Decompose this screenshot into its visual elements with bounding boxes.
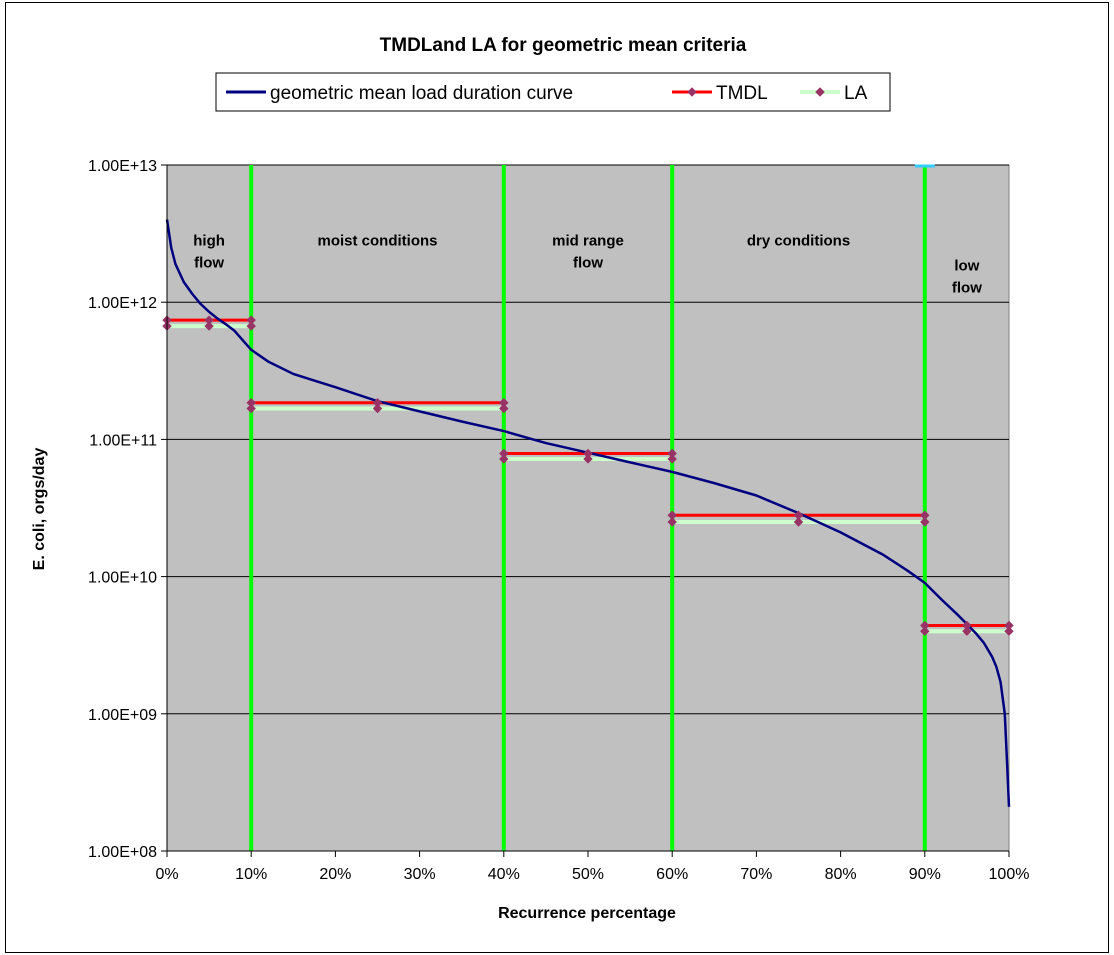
chart-frame: TMDLand LA for geometric mean criteria g… [5, 2, 1109, 953]
tmdl-point [962, 620, 972, 631]
chart-title: TMDLand LA for geometric mean criteria [380, 35, 747, 56]
la-point [920, 626, 930, 636]
region-labels: high flow moist conditions mid range flow dry… [193, 232, 982, 296]
tmdl-point [583, 448, 593, 459]
y-tick-label: 1.00E+08 [88, 844, 157, 861]
plot-area [166, 164, 1010, 852]
tmdl-point [204, 315, 214, 325]
x-tick-label: 100% [989, 866, 1030, 883]
y-tick-label: 1.00E+09 [88, 707, 157, 724]
la-point [499, 454, 509, 464]
y-tick-label: 1.00E+10 [88, 570, 157, 587]
tmdl-point [920, 510, 930, 520]
tmdl-point [499, 448, 509, 459]
tmdl-point [793, 510, 804, 520]
y-tick-label: 1.00E+11 [89, 432, 157, 449]
la-point [667, 454, 677, 464]
la-point [920, 517, 930, 527]
series-layer [162, 87, 1014, 807]
region-label: dry conditions [747, 232, 850, 249]
x-tick-label: 0% [155, 866, 178, 883]
la-point [962, 626, 972, 636]
la-point [583, 454, 593, 464]
tmdl-point [246, 398, 256, 408]
region-label: flow [573, 254, 603, 271]
tmdl-point [372, 398, 383, 408]
legend-marker-la [815, 87, 825, 97]
duration-curve [165, 219, 1011, 807]
chart-svg: TMDLand LA for geometric mean criteria g… [31, 35, 1030, 922]
la-point [246, 403, 256, 414]
x-axis-label: Recurrence percentage [498, 905, 676, 922]
legend-marker-tmdl [687, 87, 697, 97]
legend-label-curve: geometric mean load duration curve [270, 83, 573, 104]
tmdl-point [667, 448, 677, 459]
x-tick-label: 40% [488, 866, 520, 883]
tmdl-point [1004, 620, 1014, 631]
region-label: high [193, 232, 225, 249]
y-ticks: 1.00E+08 1.00E+09 1.00E+10 1.00E+11 1.00E+12… [88, 158, 168, 861]
x-tick-label: 50% [572, 866, 604, 883]
la-point [499, 403, 509, 414]
tmdl-point [920, 620, 930, 631]
legend-box [215, 72, 891, 112]
x-tick-label: 90% [909, 866, 941, 883]
legend: geometric mean load duration curve TMDL LA [215, 72, 891, 112]
dividers [249, 164, 935, 851]
la-point [1004, 626, 1014, 636]
region-label: low [954, 258, 979, 275]
y-tick-label: 1.00E+13 [88, 158, 157, 175]
region-label: moist conditions [318, 232, 438, 249]
region-label: flow [194, 254, 224, 271]
x-tick-label: 20% [319, 866, 351, 883]
legend-label-tmdl: TMDL [716, 83, 768, 104]
region-label: flow [952, 280, 982, 297]
tmdl-point [246, 315, 256, 325]
x-ticks: 0% 10% 20% 30% 40% 50% 60% 70% 80% 90% 100% [155, 850, 1030, 883]
x-tick-label: 60% [656, 866, 688, 883]
y-tick-label: 1.00E+12 [88, 295, 157, 312]
y-axis-label: E. coli, orgs/day [31, 448, 48, 571]
x-tick-label: 10% [235, 866, 267, 883]
x-tick-label: 80% [825, 866, 857, 883]
la-point [667, 517, 677, 527]
tmdl-point [499, 398, 509, 408]
x-tick-label: 30% [404, 866, 436, 883]
la-point [372, 403, 383, 414]
x-tick-label: 70% [740, 866, 772, 883]
region-label: mid range [552, 232, 624, 249]
la-point [793, 517, 804, 527]
la-point [204, 321, 214, 331]
legend-label-la: LA [844, 83, 868, 104]
tmdl-point [667, 510, 677, 520]
la-point [246, 321, 256, 331]
